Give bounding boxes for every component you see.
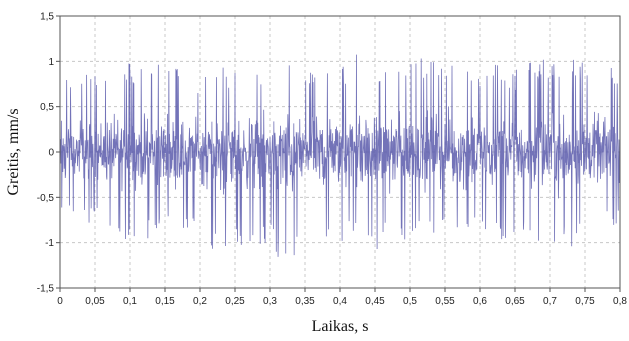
x-tick-label: 0,5 bbox=[403, 296, 417, 307]
y-tick-label: -1,5 bbox=[37, 284, 55, 295]
y-tick-label: 1 bbox=[48, 57, 54, 68]
x-tick-label: 0,7 bbox=[543, 296, 557, 307]
x-tick-label: 0,6 bbox=[473, 296, 487, 307]
x-tick-label: 0,05 bbox=[85, 296, 105, 307]
x-tick-label: 0,55 bbox=[435, 296, 455, 307]
y-tick-label: 0 bbox=[48, 148, 54, 159]
y-axis-title: Greitis, mm/s bbox=[5, 108, 22, 195]
x-tick-label: 0,45 bbox=[365, 296, 385, 307]
y-axis-ticks: 1,5 1 0,5 0 -0,5 -1 -1,5 bbox=[37, 12, 60, 295]
x-axis-title: Laikas, s bbox=[312, 318, 369, 335]
y-tick-label: -1 bbox=[45, 238, 54, 249]
x-tick-label: 0,35 bbox=[295, 296, 315, 307]
y-tick-label: 0,5 bbox=[40, 102, 54, 113]
x-tick-label: 0,15 bbox=[155, 296, 175, 307]
x-tick-label: 0 bbox=[57, 296, 63, 307]
x-tick-label: 0,4 bbox=[333, 296, 347, 307]
x-tick-label: 0,3 bbox=[263, 296, 277, 307]
signal-layer bbox=[59, 54, 621, 257]
x-tick-label: 0,1 bbox=[123, 296, 137, 307]
x-tick-label: 0,75 bbox=[575, 296, 595, 307]
x-tick-label: 0,2 bbox=[193, 296, 207, 307]
series-line-velocity bbox=[59, 54, 621, 257]
x-axis-ticks: 0 0,05 0,1 0,15 0,2 0,25 0,3 0,35 0,4 0,45 0,5 0,55… bbox=[57, 288, 627, 307]
x-tick-label: 0,8 bbox=[613, 296, 627, 307]
x-tick-label: 0,65 bbox=[505, 296, 525, 307]
y-tick-label: -0,5 bbox=[37, 193, 55, 204]
x-tick-label: 0,25 bbox=[225, 296, 245, 307]
y-tick-label: 1,5 bbox=[40, 12, 54, 23]
